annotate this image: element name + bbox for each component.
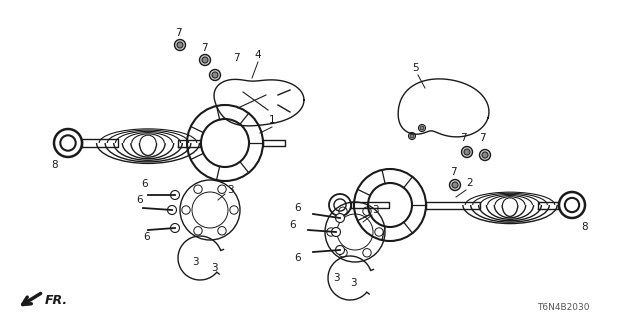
Text: 5: 5 (412, 63, 419, 73)
Circle shape (461, 147, 472, 157)
Circle shape (170, 223, 179, 233)
Circle shape (177, 42, 183, 48)
Text: 7: 7 (479, 133, 485, 143)
Text: T6N4B2030: T6N4B2030 (538, 303, 590, 312)
Text: 7: 7 (450, 167, 456, 177)
Circle shape (335, 213, 344, 222)
Circle shape (419, 124, 426, 132)
Circle shape (420, 126, 424, 130)
Text: 7: 7 (201, 43, 207, 53)
Text: FR.: FR. (45, 293, 68, 307)
Circle shape (449, 180, 461, 190)
Text: 7: 7 (233, 53, 239, 63)
Circle shape (202, 57, 208, 63)
Text: 8: 8 (582, 222, 588, 232)
Text: 8: 8 (52, 160, 58, 170)
Text: 6: 6 (294, 253, 301, 263)
Circle shape (479, 149, 490, 161)
Text: 7: 7 (175, 28, 181, 38)
Text: 3: 3 (211, 263, 218, 273)
Text: 6: 6 (294, 203, 301, 213)
Circle shape (335, 245, 344, 254)
Text: 4: 4 (255, 50, 261, 60)
Circle shape (170, 190, 179, 199)
Text: 3: 3 (349, 278, 356, 288)
Text: 7: 7 (460, 133, 467, 143)
Circle shape (408, 132, 415, 140)
Circle shape (482, 152, 488, 158)
Circle shape (332, 228, 340, 236)
Text: 6: 6 (137, 195, 143, 205)
Circle shape (212, 72, 218, 78)
Circle shape (200, 54, 211, 66)
Circle shape (410, 134, 414, 138)
Circle shape (175, 39, 186, 51)
Text: 6: 6 (290, 220, 296, 230)
Text: 3: 3 (192, 257, 198, 267)
Text: 2: 2 (467, 178, 474, 188)
Circle shape (452, 182, 458, 188)
Text: 3: 3 (227, 185, 234, 195)
Circle shape (464, 149, 470, 155)
Text: 1: 1 (269, 115, 275, 125)
Circle shape (168, 205, 177, 214)
Text: 6: 6 (144, 232, 150, 242)
Text: 3: 3 (333, 273, 339, 283)
Text: 3: 3 (372, 205, 378, 215)
Text: 6: 6 (141, 179, 148, 189)
Circle shape (209, 69, 221, 81)
